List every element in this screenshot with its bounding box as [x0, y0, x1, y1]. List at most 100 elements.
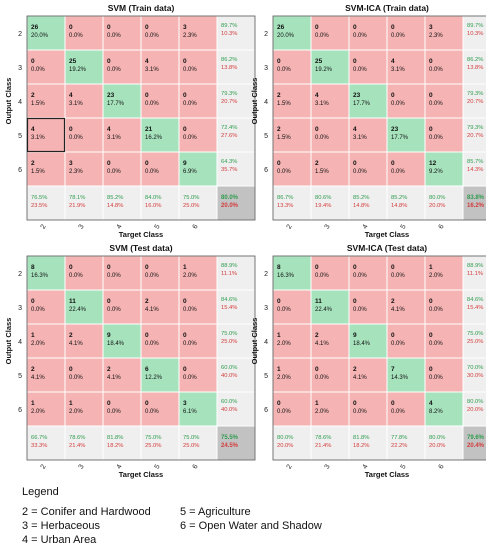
- row-summary-cell: [216, 83, 256, 119]
- cell-count: 0: [183, 332, 187, 339]
- x-tick-label: 3: [324, 463, 332, 470]
- x-tick-label: 4: [116, 223, 124, 230]
- cell-percent: 0.0%: [107, 169, 121, 175]
- x-tick-label: 2: [286, 463, 294, 470]
- cell-count: 4: [353, 126, 357, 133]
- matrix-cell: [26, 323, 66, 359]
- cell-percent: 22.4%: [69, 307, 87, 313]
- chart-title: SVM (Train data): [108, 3, 175, 13]
- y-tick-label: 5: [18, 373, 22, 380]
- cell-count: 0: [69, 24, 73, 31]
- matrix-cell: [140, 49, 180, 85]
- col-summary-correct: 80.0%: [429, 195, 445, 201]
- row-summary-correct: 84.6%: [467, 297, 483, 303]
- cell-count: 0: [353, 24, 357, 31]
- row-summary-correct: 80.0%: [467, 399, 483, 405]
- y-tick-label: 4: [264, 339, 268, 346]
- y-tick-label: 5: [18, 133, 22, 140]
- cell-percent: 0.0%: [391, 33, 405, 39]
- cell-count: 0: [353, 264, 357, 271]
- y-tick-label: 6: [18, 167, 22, 174]
- col-summary-cell: [26, 425, 66, 461]
- y-tick-label: 6: [18, 407, 22, 414]
- x-axis-label: Target Class: [365, 230, 409, 239]
- cell-count: 1: [277, 366, 281, 373]
- legend-item-5: 5 = Agriculture: [180, 506, 251, 518]
- col-summary-cell: [140, 425, 180, 461]
- cell-count: 4: [391, 58, 395, 65]
- cell-count: 26: [31, 24, 39, 31]
- cell-percent: 8.2%: [429, 409, 443, 415]
- matrix-cell: [64, 255, 104, 291]
- cell-percent: 2.3%: [69, 169, 83, 175]
- cell-count: 0: [353, 58, 357, 65]
- x-tick-label: 6: [192, 463, 200, 470]
- row-summary-correct: 89.7%: [467, 23, 483, 29]
- cell-percent: 0.0%: [31, 67, 45, 73]
- legend-item-2: 2 = Conifer and Hardwood: [22, 506, 151, 518]
- matrix-cell: [348, 15, 388, 51]
- row-summary-correct: 75.0%: [221, 331, 237, 337]
- matrix-cell: [140, 391, 180, 427]
- cell-percent: 0.0%: [353, 409, 367, 415]
- row-summary-correct: 88.9%: [467, 263, 483, 269]
- matrix-cell: [140, 151, 180, 187]
- row-summary-error: 40.0%: [221, 407, 237, 413]
- cell-percent: 0.0%: [277, 409, 291, 415]
- cell-count: 8: [277, 264, 281, 271]
- cell-count: 0: [145, 264, 149, 271]
- matrix-cell: [386, 117, 426, 153]
- cell-count: 0: [429, 126, 433, 133]
- col-summary-error: 16.0%: [145, 203, 161, 209]
- cell-count: 8: [31, 264, 35, 271]
- x-tick-label: 4: [116, 463, 124, 470]
- col-summary-error: 14.8%: [107, 203, 123, 209]
- col-summary-error: 13.3%: [277, 203, 293, 209]
- cell-count: 1: [315, 400, 319, 407]
- cell-percent: 0.0%: [145, 33, 159, 39]
- cell-percent: 17.7%: [107, 101, 125, 107]
- cell-percent: 0.0%: [353, 273, 367, 279]
- matrix-cell: [102, 357, 142, 393]
- cell-count: 0: [429, 298, 433, 305]
- cell-percent: 2.0%: [429, 273, 443, 279]
- cell-count: 0: [107, 298, 111, 305]
- x-tick-label: 4: [362, 463, 370, 470]
- y-tick-label: 5: [264, 373, 268, 380]
- cell-count: 25: [69, 58, 77, 65]
- col-summary-cell: [272, 425, 312, 461]
- y-tick-label: 2: [18, 31, 22, 38]
- cell-percent: 2.0%: [31, 409, 45, 415]
- cell-count: 0: [391, 24, 395, 31]
- cell-percent: 4.1%: [315, 341, 329, 347]
- cell-percent: 2.0%: [315, 409, 329, 415]
- cell-count: 0: [353, 400, 357, 407]
- x-tick-label: 5: [154, 223, 162, 230]
- matrix-cell: [178, 255, 218, 291]
- matrix-cell: [64, 391, 104, 427]
- cell-count: 0: [391, 400, 395, 407]
- matrix-cell: [178, 391, 218, 427]
- matrix-cell: [310, 391, 350, 427]
- matrix-cell: [64, 289, 104, 325]
- col-summary-correct: 85.2%: [353, 195, 369, 201]
- row-summary-error: 20.7%: [467, 99, 483, 105]
- matrix-cell: [178, 151, 218, 187]
- row-summary-error: 25.0%: [221, 339, 237, 345]
- cell-count: 3: [429, 24, 433, 31]
- y-tick-label: 4: [18, 339, 22, 346]
- cell-percent: 0.0%: [107, 409, 121, 415]
- row-summary-correct: 84.6%: [221, 297, 237, 303]
- cell-percent: 2.0%: [277, 375, 291, 381]
- matrix-cell: [272, 49, 312, 85]
- x-tick-label: 6: [438, 463, 446, 470]
- matrix-cell: [310, 49, 350, 85]
- matrix-cell: [424, 323, 464, 359]
- x-tick-label: 6: [192, 223, 200, 230]
- cell-count: 12: [429, 160, 437, 167]
- cell-count: 0: [107, 58, 111, 65]
- cell-percent: 0.0%: [391, 409, 405, 415]
- col-summary-error: 20.0%: [429, 443, 445, 449]
- confusion-matrix-figure: SVM (Train data)2620.0%00.0%00.0%00.0%32…: [4, 3, 486, 479]
- cell-percent: 0.0%: [183, 375, 197, 381]
